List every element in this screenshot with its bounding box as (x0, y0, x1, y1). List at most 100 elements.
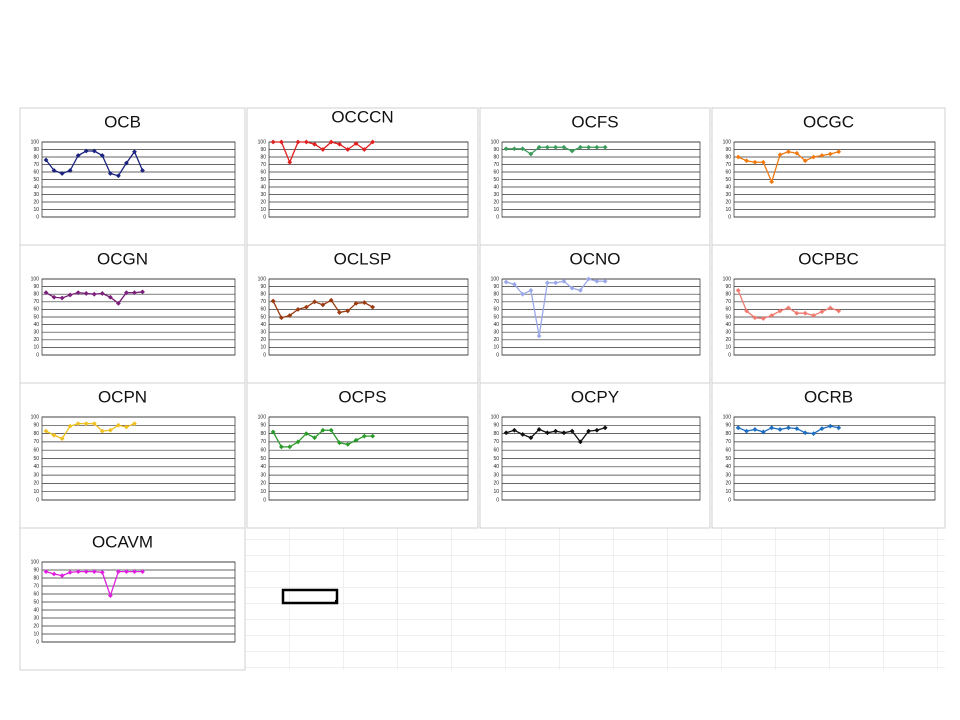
data-marker (760, 159, 766, 165)
y-tick-label: 90 (493, 423, 499, 429)
y-tick-label: 30 (260, 192, 266, 198)
data-marker (303, 304, 309, 310)
y-tick-label: 70 (33, 299, 39, 305)
data-marker (67, 423, 73, 429)
data-marker (520, 146, 526, 152)
selected-cell[interactable] (281, 588, 339, 605)
data-marker (827, 151, 833, 157)
data-marker (295, 439, 301, 445)
y-tick-label: 30 (493, 472, 499, 478)
data-marker (752, 315, 758, 321)
data-marker (124, 290, 129, 296)
y-tick-label: 60 (260, 448, 266, 454)
data-marker (744, 158, 749, 164)
data-marker (270, 429, 276, 435)
data-marker (370, 139, 376, 145)
data-marker (520, 291, 526, 297)
data-marker (51, 571, 57, 577)
y-tick-label: 100 (31, 276, 40, 282)
data-marker (67, 292, 73, 298)
data-marker (345, 147, 351, 152)
data-marker (75, 569, 81, 574)
y-tick-label: 0 (36, 497, 39, 503)
y-tick-label: 40 (493, 464, 499, 470)
y-tick-label: 10 (493, 489, 499, 495)
data-marker (337, 440, 342, 446)
y-tick-label: 70 (493, 439, 499, 445)
y-tick-label: 80 (33, 431, 39, 437)
chart: OCPY 0 10 20 30 40 50 60 70 80 90 100 (479, 382, 711, 529)
data-marker (602, 144, 608, 150)
data-marker (51, 168, 57, 173)
data-marker (140, 168, 145, 173)
y-tick-label: 100 (258, 139, 267, 145)
y-tick-label: 80 (493, 431, 499, 437)
y-tick-label: 50 (33, 314, 39, 320)
y-tick-label: 0 (36, 214, 39, 220)
data-marker (503, 146, 509, 152)
y-tick-label: 60 (33, 448, 39, 454)
data-marker (553, 428, 559, 434)
y-tick-label: 80 (725, 292, 731, 298)
data-marker (115, 569, 121, 574)
data-marker (520, 432, 526, 437)
y-tick-label: 70 (260, 162, 266, 168)
y-tick-label: 100 (723, 276, 732, 282)
y-tick-label: 60 (260, 307, 266, 313)
y-tick-label: 40 (493, 184, 499, 190)
data-marker (811, 431, 816, 436)
y-tick-label: 100 (723, 139, 732, 145)
y-tick-label: 70 (260, 439, 266, 445)
data-marker (51, 294, 57, 300)
data-marker (91, 291, 97, 297)
data-marker (370, 433, 376, 439)
data-marker (67, 570, 73, 575)
y-tick-label: 80 (725, 431, 731, 437)
y-tick-label: 80 (260, 292, 266, 298)
data-marker (59, 573, 65, 578)
y-tick-label: 20 (260, 481, 266, 487)
y-tick-label: 70 (493, 162, 499, 168)
data-marker (569, 428, 575, 434)
data-marker (124, 160, 129, 166)
data-marker (287, 313, 293, 318)
y-tick-label: 20 (725, 481, 731, 487)
data-marker (794, 150, 800, 156)
y-tick-label: 20 (725, 199, 731, 205)
y-tick-label: 20 (33, 481, 39, 487)
y-tick-label: 70 (725, 299, 731, 305)
data-marker (132, 569, 137, 574)
data-marker (99, 153, 105, 158)
data-marker (744, 308, 749, 314)
data-marker (140, 569, 145, 574)
data-marker (827, 305, 833, 311)
y-tick-label: 100 (258, 276, 267, 282)
data-marker (536, 427, 542, 432)
y-tick-label: 90 (725, 284, 731, 290)
fill-handle[interactable] (335, 600, 338, 603)
y-tick-label: 40 (260, 184, 266, 190)
data-marker (536, 333, 542, 339)
y-tick-label: 80 (260, 154, 266, 160)
y-tick-label: 90 (725, 423, 731, 429)
chart-title: OCPN (98, 387, 147, 406)
data-marker (586, 428, 592, 434)
data-marker (132, 290, 137, 296)
data-marker (83, 148, 89, 154)
y-tick-label: 20 (33, 623, 39, 629)
y-tick-label: 0 (496, 497, 499, 503)
data-marker (328, 427, 334, 433)
data-marker (777, 308, 783, 314)
y-tick-label: 50 (260, 177, 266, 183)
data-marker (91, 569, 97, 574)
y-tick-label: 90 (33, 567, 39, 573)
data-marker (802, 430, 808, 436)
chart-title: OCFS (571, 112, 618, 131)
chart-title: OCCCN (331, 107, 393, 126)
y-tick-label: 40 (33, 184, 39, 190)
data-marker (544, 144, 550, 150)
y-tick-label: 80 (493, 154, 499, 160)
y-tick-label: 10 (33, 207, 39, 213)
